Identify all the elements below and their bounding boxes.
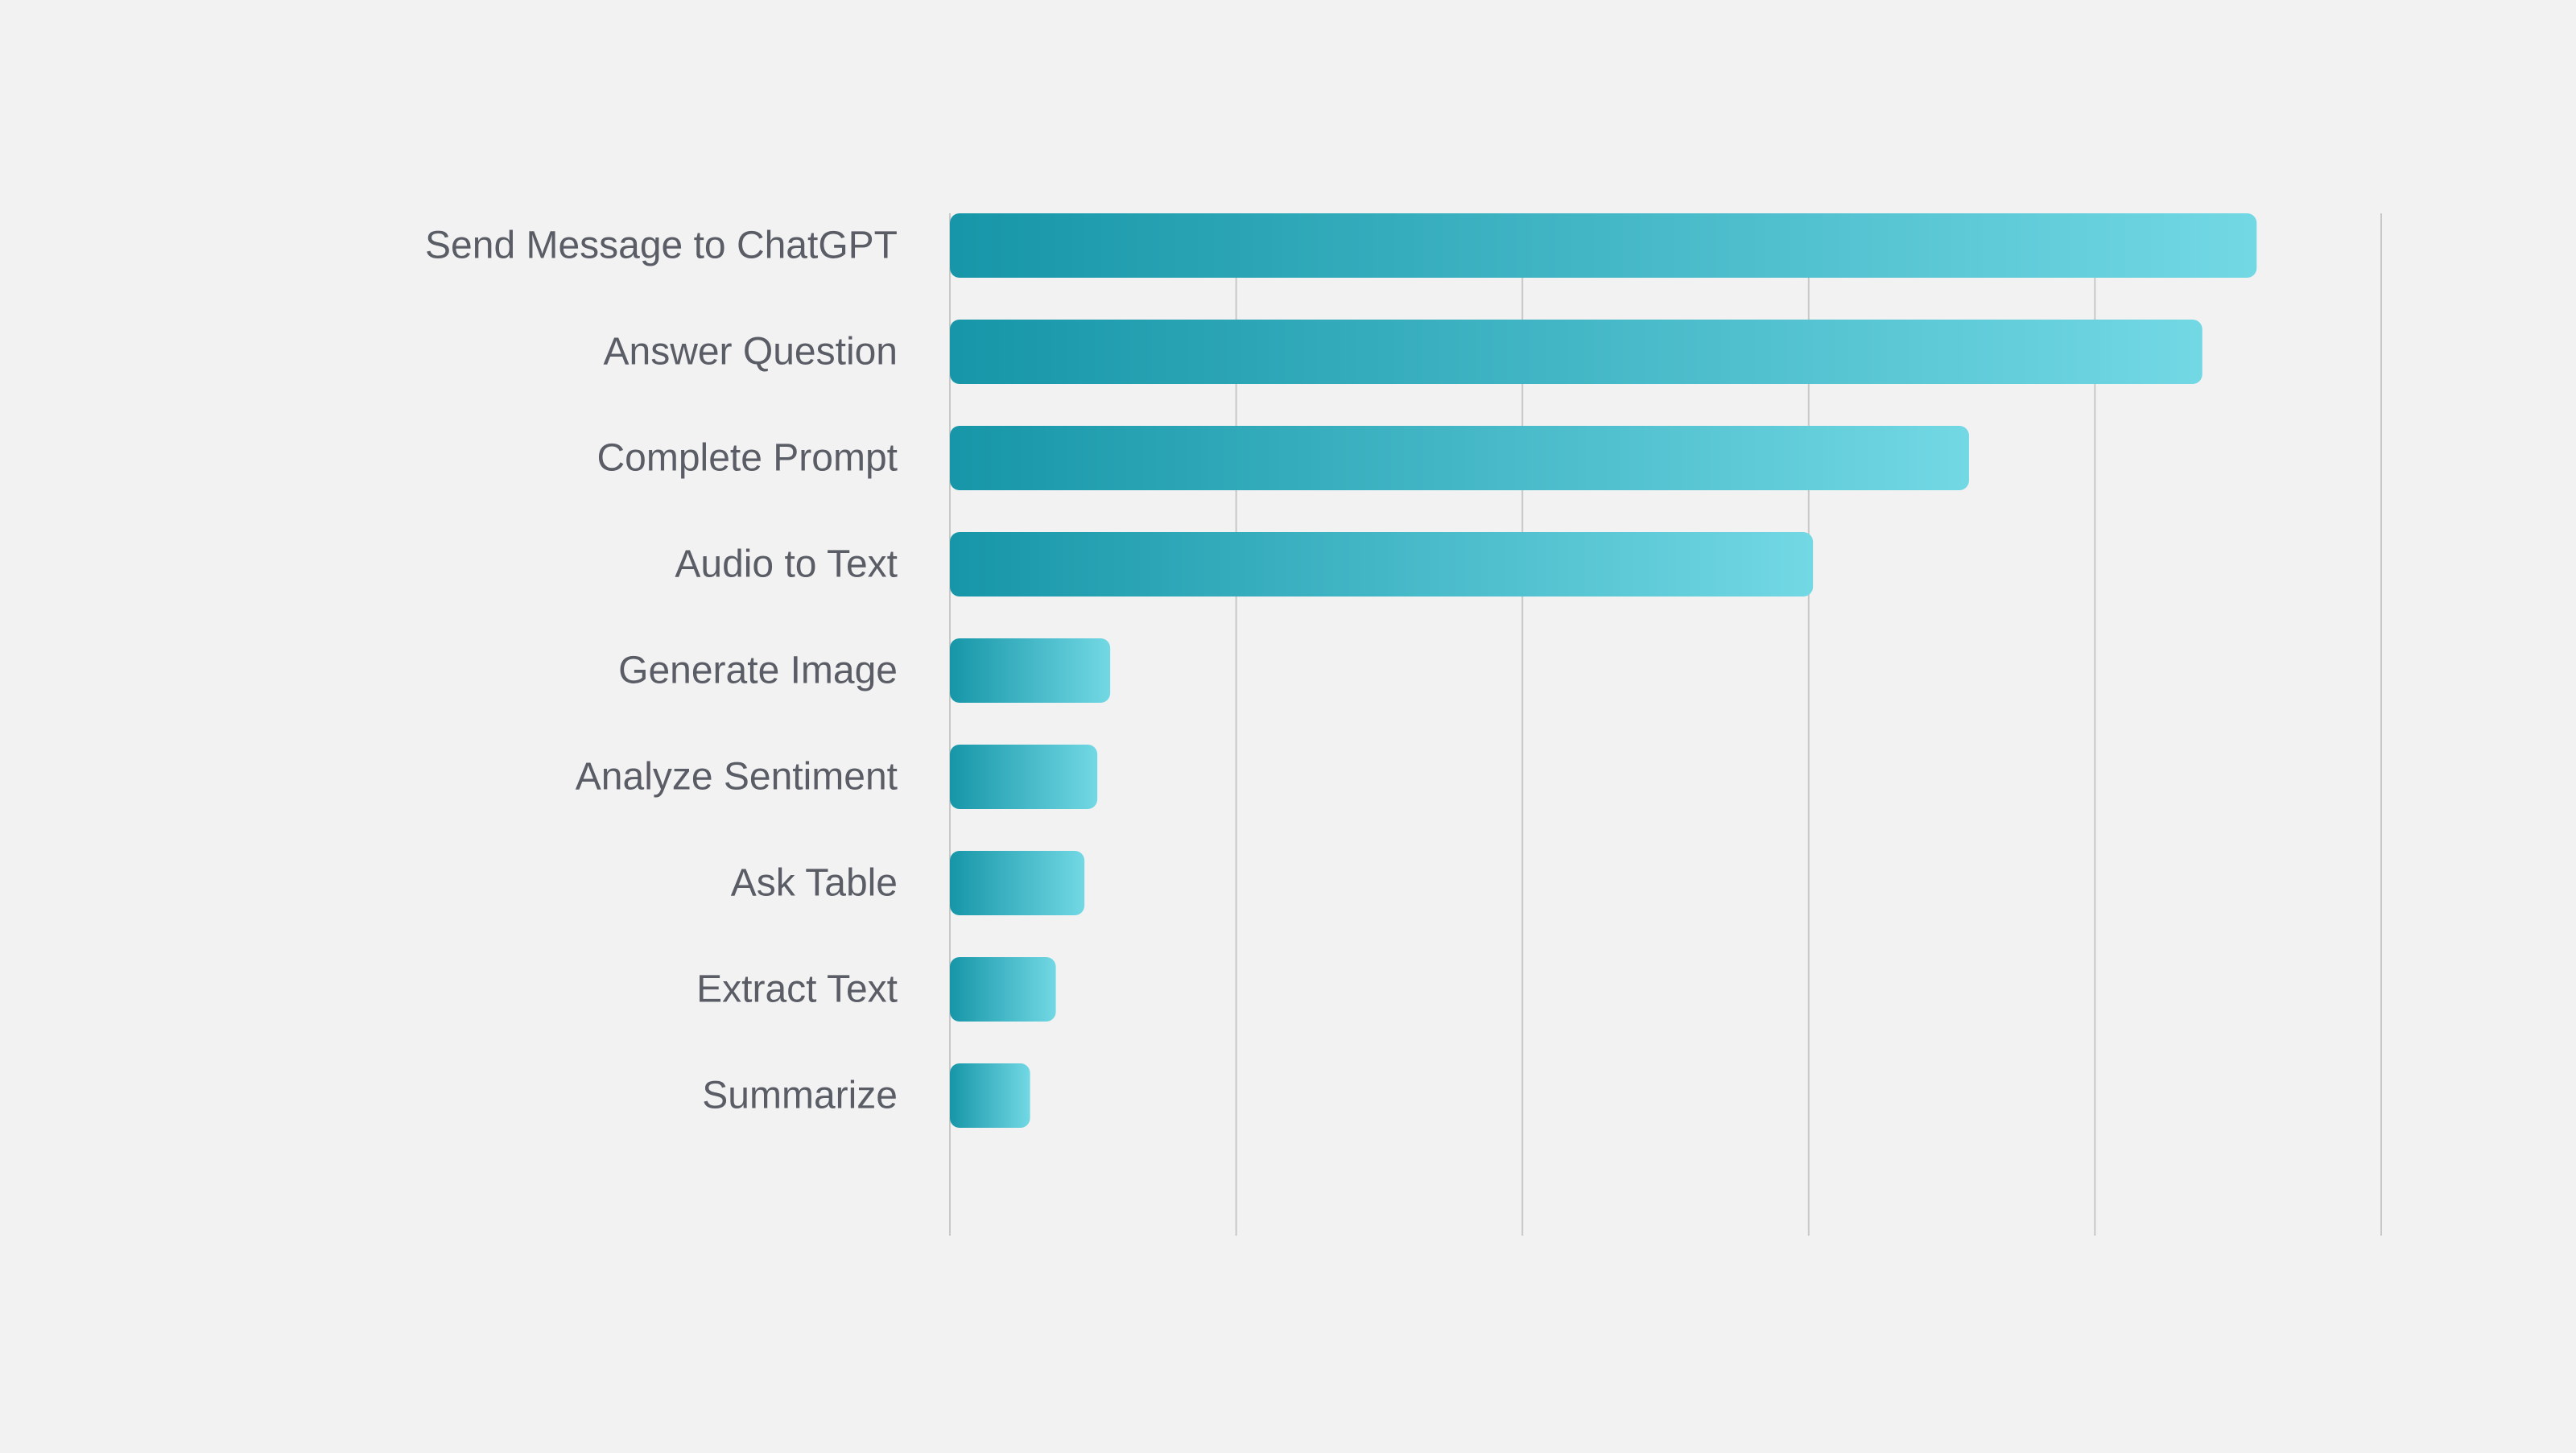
- category-label: Generate Image: [618, 650, 898, 692]
- bar: [950, 957, 1056, 1022]
- category-label: Ask Table: [731, 862, 898, 905]
- bar: [950, 851, 1085, 915]
- bars: [950, 213, 2257, 1128]
- category-label: Extract Text: [696, 968, 898, 1011]
- bar: [950, 213, 2257, 278]
- category-labels: Send Message to ChatGPT Answer Question Co…: [425, 225, 898, 1117]
- category-label: Send Message to ChatGPT: [425, 225, 898, 267]
- bar: [950, 1063, 1030, 1128]
- bar: [950, 638, 1111, 703]
- bar: [950, 745, 1098, 809]
- category-label: Summarize: [702, 1075, 898, 1117]
- bar: [950, 532, 1814, 596]
- category-label: Complete Prompt: [597, 437, 898, 480]
- bar: [950, 426, 1969, 490]
- bar: [950, 320, 2202, 384]
- category-label: Analyze Sentiment: [576, 756, 898, 799]
- category-label: Answer Question: [603, 331, 898, 374]
- category-label: Audio to Text: [675, 543, 898, 586]
